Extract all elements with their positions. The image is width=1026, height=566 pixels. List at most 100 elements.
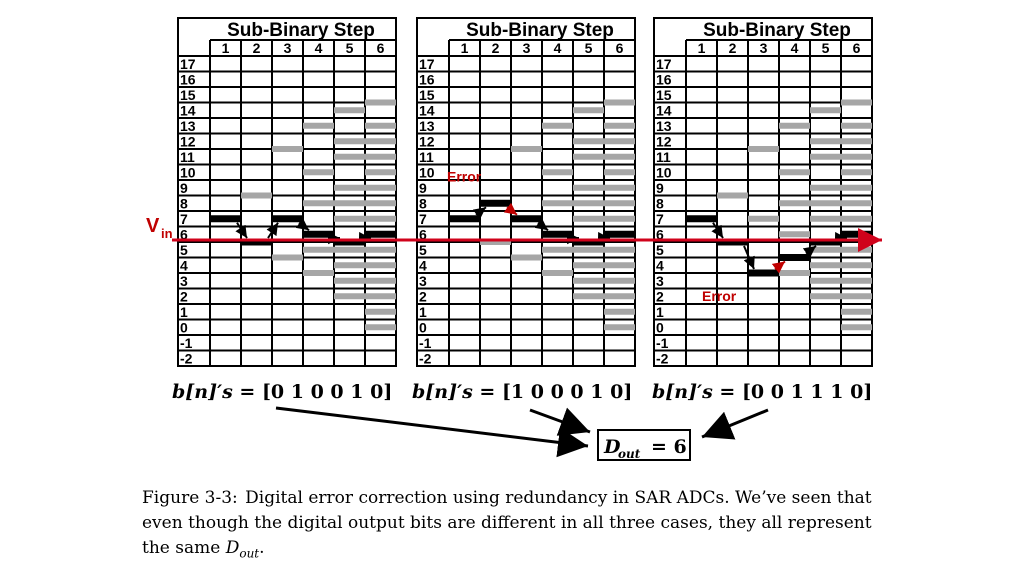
- level-label: 15: [419, 87, 435, 103]
- candidate-level-bar: [334, 262, 365, 268]
- decision-level-bar: [841, 231, 872, 238]
- step-number: 3: [523, 40, 531, 56]
- decision-level-bar: [272, 215, 303, 222]
- level-label: 7: [419, 211, 427, 227]
- candidate-level-bar: [779, 231, 810, 237]
- candidate-level-bar: [841, 293, 872, 299]
- candidate-level-bar: [573, 216, 604, 222]
- level-label: 5: [180, 242, 188, 258]
- candidate-level-bar: [334, 107, 365, 113]
- decision-level-bar: [779, 254, 810, 261]
- bits-text: b[n]′s = [1 0 0 0 1 0]: [412, 381, 632, 403]
- level-label: 9: [656, 180, 664, 196]
- arrow-to-dout-2: [530, 410, 590, 432]
- candidate-level-bar: [365, 100, 396, 106]
- step-number: 3: [760, 40, 768, 56]
- candidate-level-bar: [604, 278, 635, 284]
- step-number: 6: [616, 40, 624, 56]
- candidate-level-bar: [604, 216, 635, 222]
- candidate-level-bar: [810, 278, 841, 284]
- step-number: 4: [315, 40, 323, 56]
- candidate-level-bar: [604, 185, 635, 191]
- candidate-level-bar: [573, 247, 604, 253]
- candidate-level-bar: [334, 278, 365, 284]
- candidate-level-bar: [841, 278, 872, 284]
- candidate-level-bar: [604, 293, 635, 299]
- bits-label-2: b[n]′s = [1 0 0 0 1 0]: [412, 381, 632, 403]
- candidate-level-bar: [365, 309, 396, 315]
- decision-level-bar: [480, 200, 511, 207]
- candidate-level-bar: [810, 216, 841, 222]
- candidate-level-bar: [573, 154, 604, 160]
- level-label: 7: [656, 211, 664, 227]
- candidate-level-bar: [334, 200, 365, 206]
- level-label: 12: [656, 134, 672, 150]
- level-label: 2: [180, 289, 188, 305]
- step-number: 5: [822, 40, 830, 56]
- decision-level-bar: [511, 215, 542, 222]
- step-number: 4: [554, 40, 562, 56]
- candidate-level-bar: [334, 138, 365, 144]
- candidate-level-bar: [573, 107, 604, 113]
- candidate-level-bar: [748, 146, 779, 152]
- level-label: 3: [180, 273, 188, 289]
- candidate-level-bar: [779, 270, 810, 276]
- candidate-level-bar: [365, 324, 396, 330]
- decision-level-bar: [303, 231, 334, 238]
- candidate-level-bar: [334, 293, 365, 299]
- decision-level-bar: [748, 270, 779, 277]
- candidate-level-bar: [810, 138, 841, 144]
- candidate-level-bar: [604, 154, 635, 160]
- candidate-level-bar: [365, 123, 396, 129]
- level-label: 3: [419, 273, 427, 289]
- level-label: 3: [656, 273, 664, 289]
- candidate-level-bar: [365, 262, 396, 268]
- candidate-level-bar: [717, 193, 748, 199]
- caption-label: Figure 3-3:: [142, 488, 238, 508]
- candidate-level-bar: [604, 247, 635, 253]
- candidate-level-bar: [542, 169, 573, 175]
- candidate-level-bar: [573, 262, 604, 268]
- candidate-level-bar: [573, 278, 604, 284]
- panel-title: Sub-Binary Step: [466, 20, 614, 41]
- decision-level-bar: [604, 231, 635, 238]
- level-label: 13: [180, 118, 196, 134]
- level-label: 1: [419, 304, 427, 320]
- panel-title: Sub-Binary Step: [227, 20, 375, 41]
- candidate-level-bar: [365, 278, 396, 284]
- level-label: 5: [656, 242, 664, 258]
- level-label: 17: [180, 56, 196, 72]
- candidate-level-bar: [365, 293, 396, 299]
- error-label: Error: [447, 168, 482, 184]
- level-label: 9: [419, 180, 427, 196]
- error-label: Error: [702, 288, 737, 304]
- candidate-level-bar: [841, 185, 872, 191]
- step-number: 2: [729, 40, 737, 56]
- caption-dout: Dout: [226, 538, 259, 558]
- level-label: 2: [419, 289, 427, 305]
- level-label: -1: [419, 335, 432, 351]
- level-label: 17: [419, 56, 435, 72]
- level-label: 2: [656, 289, 664, 305]
- candidate-level-bar: [365, 169, 396, 175]
- level-label: 1: [180, 304, 188, 320]
- level-label: -2: [419, 351, 432, 367]
- level-label: 10: [656, 165, 672, 181]
- level-label: 1: [656, 304, 664, 320]
- level-label: 14: [419, 103, 435, 119]
- candidate-level-bar: [334, 154, 365, 160]
- candidate-level-bar: [810, 293, 841, 299]
- candidate-level-bar: [748, 216, 779, 222]
- level-label: 5: [419, 242, 427, 258]
- level-label: 7: [180, 211, 188, 227]
- candidate-level-bar: [604, 262, 635, 268]
- level-label: 15: [656, 87, 672, 103]
- level-label: 0: [180, 320, 188, 336]
- candidate-level-bar: [573, 293, 604, 299]
- decision-level-bar: [210, 215, 241, 222]
- candidate-level-bar: [241, 193, 272, 199]
